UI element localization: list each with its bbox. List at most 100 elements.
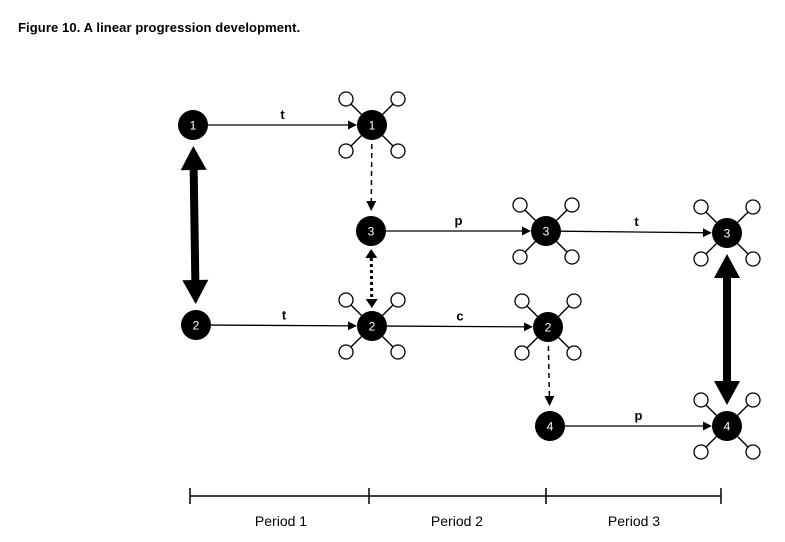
satellite-link [558,305,570,317]
node-circle [356,216,386,246]
satellite-circle [745,444,761,460]
satellite-link [705,243,717,255]
dotted-double-arrow [365,248,378,309]
satellite-link [350,304,362,316]
node-label: 3 [543,225,550,239]
satellite-link [382,103,394,115]
arrowhead [182,279,209,305]
satellite-circle [338,292,354,308]
thick-shaft [189,167,200,283]
edge-label: t [282,308,287,323]
satellite-circle [514,293,530,309]
satellite-link [382,336,394,348]
satellite-link [556,209,568,221]
arrowhead [180,145,207,171]
node-label: 4 [547,420,554,434]
edge-labels-layer: t p t t c p [280,107,642,423]
satellite-link [705,211,717,223]
satellite-link [382,135,394,147]
satellite-circle [512,197,528,213]
edge-label: p [635,408,643,423]
edge-arrow-c [386,322,533,332]
satellite-link [524,241,536,253]
satellite-circle [564,249,580,265]
node-label: 2 [369,320,376,334]
nodes-layer: 1 1 3 3 3 2 2 2 4 4 [178,91,761,460]
satellite-circle [390,292,406,308]
satellite-link [737,243,749,255]
arrowhead [365,298,378,309]
node-4: 4 [693,392,761,460]
satellite-link [350,336,362,348]
node-2: 2 [514,293,582,361]
node-label: 2 [193,319,200,333]
node-3: 3 [356,216,386,246]
period-1-label: Period 1 [255,513,307,529]
satellite-link [705,404,717,416]
satellite-link [558,337,570,349]
node-2: 2 [338,292,406,360]
node-circle [712,411,742,441]
edge-label: t [634,214,639,229]
node-circle [178,110,208,140]
node-label: 4 [724,420,731,434]
dashed-arrow [366,143,377,212]
satellite-circle [514,345,530,361]
node-circle [533,312,563,342]
node-label: 1 [190,119,197,133]
satellite-circle [693,444,709,460]
node-circle [712,218,742,248]
satellite-circle [566,345,582,361]
node-3: 3 [512,197,580,265]
thick-double-arrow [180,145,209,305]
satellite-link [737,436,749,448]
node-circle [357,110,387,140]
node-4: 4 [535,411,565,441]
satellite-link [524,209,536,221]
edge-label: t [280,107,285,122]
edge-arrow-t [560,228,712,238]
figure-title: Figure 10. A linear progression developm… [18,20,301,35]
satellite-link [705,436,717,448]
satellite-circle [745,392,761,408]
satellite-circle [564,197,580,213]
satellite-link [526,305,538,317]
edge-label: c [456,309,463,324]
satellite-circle [693,199,709,215]
satellite-circle [566,293,582,309]
satellite-circle [512,249,528,265]
satellite-link [382,304,394,316]
satellite-link [556,241,568,253]
satellite-circle [745,199,761,215]
satellite-circle [693,251,709,267]
node-label: 2 [545,321,552,335]
double-arrows-layer [180,145,740,405]
timeline: Period 1 Period 2 Period 3 [189,488,722,529]
node-label: 3 [368,225,375,239]
satellite-circle [338,344,354,360]
node-circle [535,411,565,441]
period-3-label: Period 3 [608,513,660,529]
satellite-circle [745,251,761,267]
node-label: 3 [724,227,731,241]
satellite-circle [693,392,709,408]
dashed-arrow [544,345,555,407]
satellite-circle [338,91,354,107]
node-1: 1 [338,91,406,159]
node-label: 1 [369,119,376,133]
node-circle [181,310,211,340]
satellite-link [350,103,362,115]
thick-double-arrow [714,254,740,405]
satellite-circle [390,91,406,107]
satellite-link [737,211,749,223]
arrowhead [714,381,740,405]
satellite-circle [338,143,354,159]
period-2-label: Period 2 [431,513,483,529]
satellite-link [737,404,749,416]
node-3: 3 [693,199,761,267]
node-circle [357,311,387,341]
satellite-link [350,135,362,147]
satellite-circle [390,143,406,159]
edge-arrow-t [210,321,357,331]
